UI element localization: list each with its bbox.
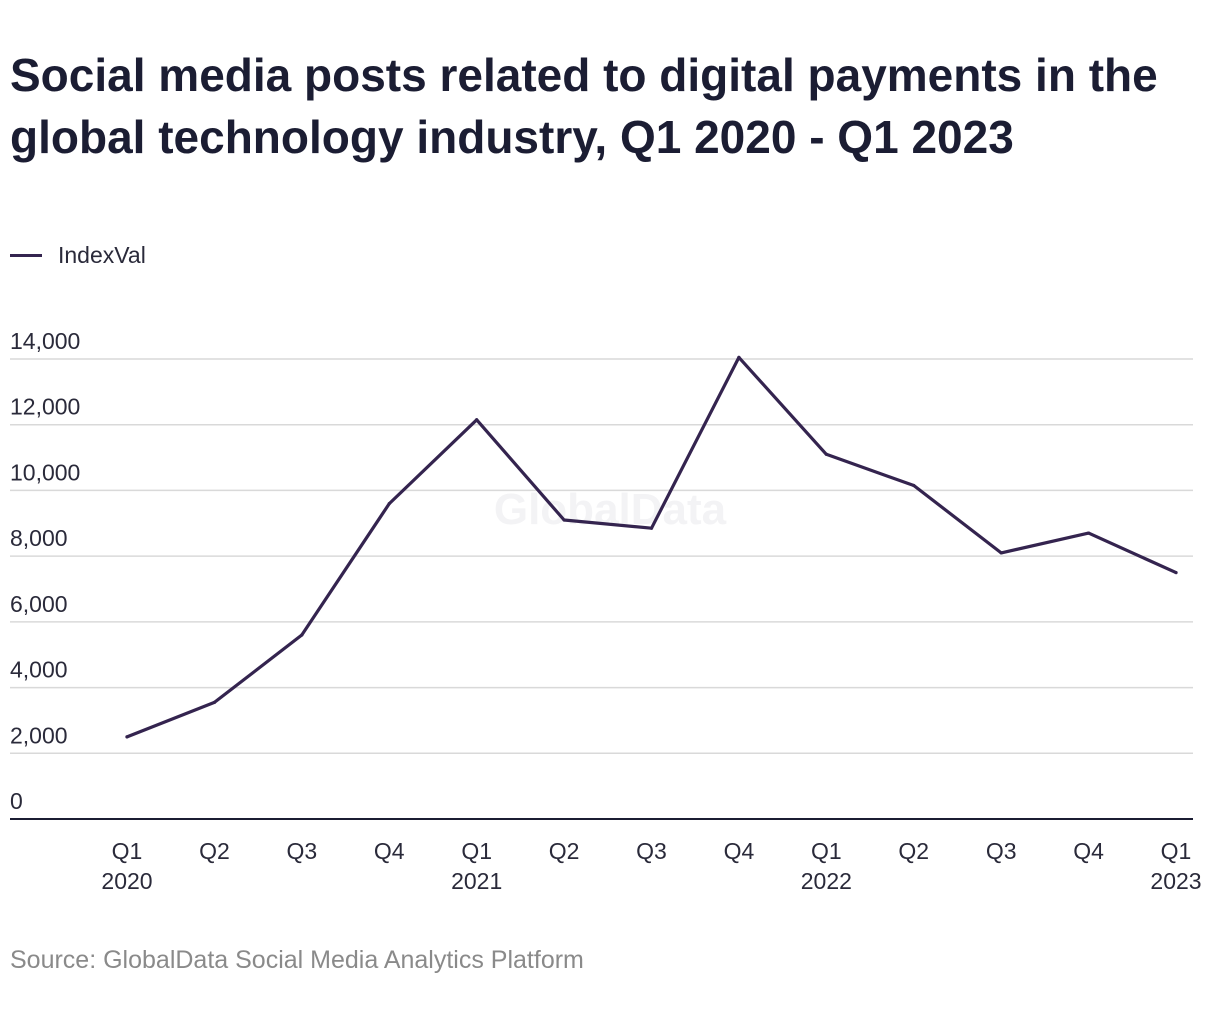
legend: IndexVal: [10, 242, 146, 269]
data-point: [824, 452, 828, 456]
x-tick-label: Q2: [199, 838, 230, 864]
y-tick-label: 4,000: [10, 657, 68, 683]
series-line: [125, 355, 1178, 739]
data-point: [387, 501, 391, 506]
x-tick-label: Q4: [374, 838, 405, 864]
data-point: [475, 418, 479, 422]
x-tick-year-label: 2021: [451, 868, 502, 894]
chart-title: Social media posts related to digital pa…: [10, 49, 1158, 163]
data-point: [562, 518, 566, 522]
x-tick-year-label: 2022: [801, 868, 852, 894]
data-point: [999, 551, 1003, 555]
data-point: [125, 735, 129, 739]
x-tick-label: Q4: [724, 838, 755, 864]
x-tick-label: Q1: [1161, 838, 1192, 864]
line-chart: GlobalData 0 2,000 4,000 6,000 8,000 10,000 12,…: [10, 328, 1202, 894]
x-tick-label: Q4: [1073, 838, 1104, 864]
x-tick-label: Q3: [636, 838, 667, 864]
legend-label: IndexVal: [58, 242, 146, 268]
y-tick-label: 0: [10, 788, 23, 814]
data-point: [1086, 531, 1091, 535]
x-tick-year-label: 2023: [1150, 868, 1201, 894]
legend-swatch: [10, 254, 42, 257]
x-tick-label: Q2: [549, 838, 580, 864]
y-tick-label: 6,000: [10, 591, 68, 617]
y-tick-label: 8,000: [10, 525, 68, 551]
x-tick-label: Q2: [898, 838, 929, 864]
data-point: [212, 700, 217, 704]
x-tick-year-label: 2020: [101, 868, 152, 894]
y-tick-label: 2,000: [10, 722, 68, 748]
data-point: [649, 526, 654, 530]
watermark: GlobalData: [494, 485, 727, 534]
x-tick-label: Q1: [461, 838, 492, 864]
data-point: [912, 483, 916, 488]
data-point: [1174, 570, 1178, 575]
y-tick-label: 14,000: [10, 328, 80, 354]
x-tick-label: Q1: [811, 838, 842, 864]
x-tick-label: Q3: [986, 838, 1017, 864]
x-tick-label: Q3: [286, 838, 317, 864]
x-tick-label: Q1: [112, 838, 143, 864]
data-point: [300, 633, 304, 637]
y-tick-label: 10,000: [10, 459, 80, 485]
source-note: Source: GlobalData Social Media Analytic…: [10, 946, 584, 974]
data-point: [737, 355, 741, 359]
y-tick-label: 12,000: [10, 394, 80, 420]
